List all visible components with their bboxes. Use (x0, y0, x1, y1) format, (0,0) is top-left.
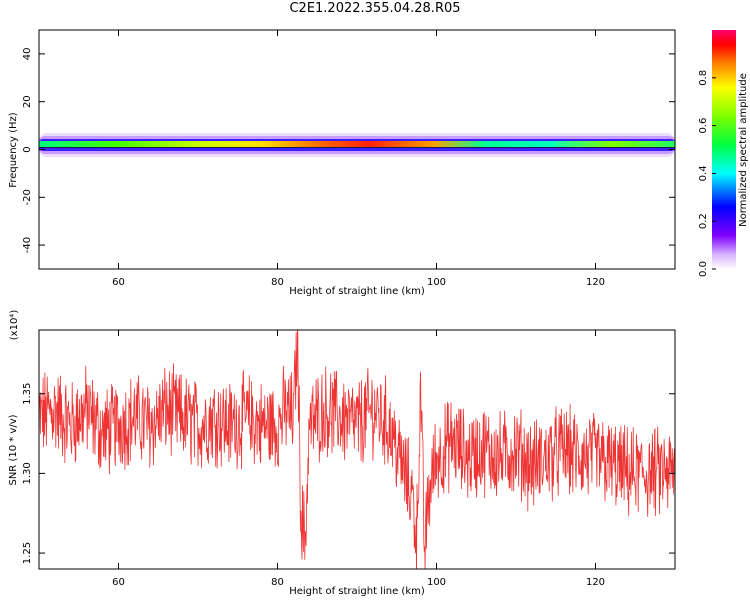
heatmap-x-tick-label: 80 (271, 277, 284, 288)
band-core (39, 141, 675, 148)
snr-y-axis-label: SNR (10 * v/v) (8, 414, 19, 485)
snr-panel: 60 80 100 120 1.25 1.30 1.35 Height of straig… (8, 310, 676, 597)
snr-y-multiplier: (x10⁴) (9, 310, 20, 341)
heatmap-x-tick-label: 100 (427, 277, 446, 288)
snr-x-axis-label: Height of straight line (km) (289, 586, 425, 597)
heatmap-y-axis-label: Frequency (Hz) (8, 112, 19, 188)
snr-x-tick-label: 100 (427, 577, 446, 588)
heatmap-x-axis-label: Height of straight line (km) (289, 286, 425, 297)
colorbar-tick-label: 0.6 (698, 118, 709, 134)
colorbar-gradient (712, 30, 736, 269)
heatmap-y-ticks: -40 -20 0 20 40 (22, 48, 675, 253)
heatmap-x-tick-label: 60 (112, 277, 125, 288)
snr-x-ticks: 60 80 100 120 (112, 330, 605, 588)
heatmap-y-tick-label: -40 (22, 237, 33, 253)
snr-plot-area (39, 330, 675, 569)
snr-y-tick-label: 1.25 (22, 542, 33, 564)
heatmap-x-ticks: 60 80 100 120 (112, 30, 605, 288)
snr-y-ticks: 1.25 1.30 1.35 (22, 383, 675, 564)
heatmap-y-tick-label: 20 (22, 95, 33, 108)
colorbar: 0.0 0.2 0.4 0.6 0.8 Normalized spectral ampl… (698, 30, 749, 277)
page-title: C2E1.2022.355.04.28.R05 (289, 1, 461, 16)
colorbar-tick-label: 0.4 (698, 165, 709, 181)
heatmap-band (39, 133, 675, 157)
colorbar-tick-label: 0.2 (698, 213, 709, 229)
snr-x-tick-label: 80 (271, 577, 284, 588)
heatmap-panel: 60 80 100 120 -40 -20 0 20 40 Height of straigh… (8, 29, 676, 297)
colorbar-ticks: 0.0 0.2 0.4 0.6 0.8 (698, 70, 716, 277)
heatmap-x-tick-label: 120 (586, 277, 605, 288)
colorbar-label: Normalized spectral amplitude (738, 73, 749, 227)
snr-x-tick-label: 60 (112, 577, 125, 588)
snr-y-tick-label: 1.30 (22, 462, 33, 484)
snr-frame (38, 329, 676, 570)
colorbar-tick-label: 0.8 (698, 70, 709, 86)
colorbar-tick-label: 0.0 (698, 261, 709, 277)
heatmap-y-tick-label: 40 (22, 48, 33, 61)
heatmap-y-tick-label: 0 (22, 146, 33, 152)
snr-x-tick-label: 120 (586, 577, 605, 588)
snr-y-tick-label: 1.35 (22, 383, 33, 405)
heatmap-y-tick-label: -20 (22, 189, 33, 205)
snr-series-line (39, 330, 675, 569)
